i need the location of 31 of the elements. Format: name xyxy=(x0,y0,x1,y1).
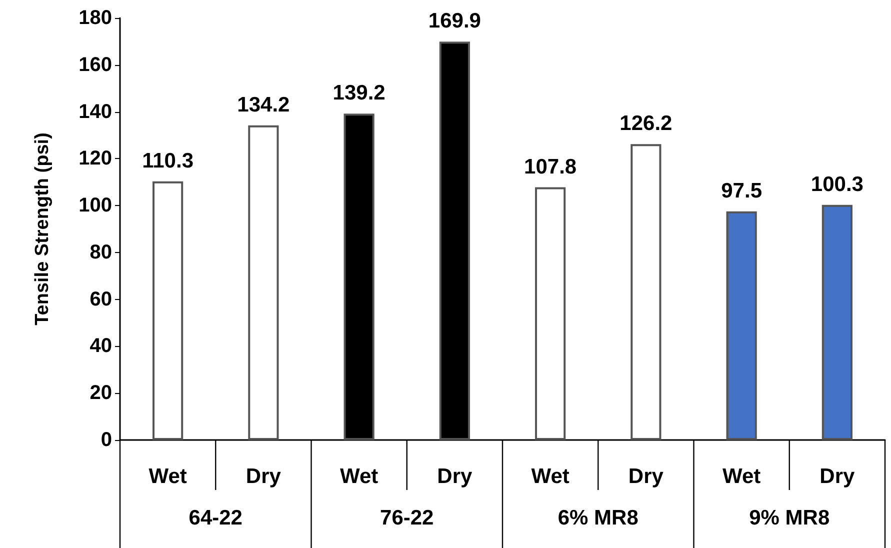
data-label: 139.2 xyxy=(332,82,386,105)
x-tick-label: Wet xyxy=(148,465,187,488)
text: 76-22 xyxy=(380,506,434,530)
data-label: 100.3 xyxy=(810,172,864,196)
data-label: 134.2 xyxy=(237,93,290,116)
y-tick-label: 100 xyxy=(78,194,112,217)
y-tick-label: 180 xyxy=(78,7,112,29)
data-label: 97.5 xyxy=(721,179,762,202)
y-tick-label: 80 xyxy=(90,241,112,264)
y-tick-label: 40 xyxy=(90,335,112,358)
y-tick-label: 120 xyxy=(78,148,112,170)
y-tick-label: 0 xyxy=(100,429,112,451)
y-tick-label: 60 xyxy=(90,288,112,310)
x-tick-label: Dry xyxy=(246,465,282,488)
y-tick-label: 140 xyxy=(78,100,112,123)
x-tick-label: Wet xyxy=(531,465,570,488)
x-tick-label: Dry xyxy=(628,465,664,488)
text: 64-22 xyxy=(188,506,242,530)
x-tick-label: Dry xyxy=(437,465,473,488)
text: 9% MR8 xyxy=(749,506,830,530)
y-tick-label: 160 xyxy=(78,54,112,76)
data-label: 110.3 xyxy=(142,149,194,172)
text: 6% MR8 xyxy=(558,506,639,530)
x-tick-label: Dry xyxy=(820,465,856,488)
y-axis-title: Tensile Strength (psi) xyxy=(32,132,53,326)
y-tick-label: 20 xyxy=(90,382,112,404)
data-label: 107.8 xyxy=(524,155,577,178)
data-label: 126.2 xyxy=(620,112,672,136)
x-tick-label: Wet xyxy=(340,465,378,488)
data-label: 169.9 xyxy=(428,10,481,33)
x-tick-label: Wet xyxy=(722,465,761,488)
